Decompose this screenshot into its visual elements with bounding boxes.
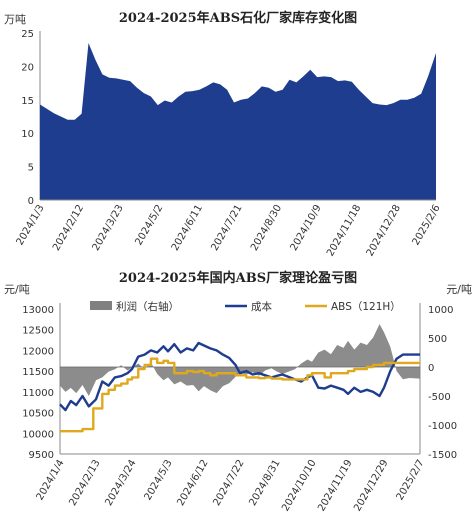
y-axis-unit: 万吨 (4, 13, 26, 26)
y-tick-label: 10 (21, 129, 34, 140)
y-tick-label: 25 (21, 29, 34, 40)
y-tick-label: 5 (28, 163, 34, 174)
right-y-tick-label: 0 (428, 363, 434, 374)
chart-title: 2024-2025年ABS石化厂家库存变化图 (119, 10, 357, 26)
abs-price-line-series (60, 357, 420, 433)
chart-title: 2024-2025年国内ABS厂家理论盈亏图 (119, 270, 357, 286)
left-y-tick-label: 11500 (22, 367, 54, 378)
left-y-tick-label: 13000 (22, 305, 54, 316)
x-tick-label: 2024/10/10 (280, 458, 318, 513)
right-y-tick-label: -1500 (428, 450, 457, 461)
right-y-tick-label: 1000 (428, 305, 453, 316)
x-tick-label: 2024/10/9 (289, 203, 324, 253)
x-tick-label: 2024/5/3 (143, 458, 175, 502)
right-y-tick-label: -500 (428, 392, 451, 403)
x-tick-label: 2024/6/11 (170, 203, 205, 253)
legend-cost-label: 成本 (251, 300, 272, 313)
x-tick-label: 2024/7/21 (209, 203, 244, 253)
x-tick-label: 2024/6/12 (175, 458, 210, 508)
left-y-tick-label: 10000 (22, 429, 54, 440)
y-tick-label: 15 (21, 96, 34, 107)
x-tick-label: 2024/1/4 (35, 458, 67, 502)
left-y-tick-label: 11000 (22, 388, 54, 399)
inventory-area-chart: 2024-2025年ABS石化厂家库存变化图 万吨 0 5 10 15 20 25 2024/1… (4, 10, 443, 258)
x-tick-label: 2024/7/22 (211, 458, 246, 508)
left-y-tick-label: 12000 (22, 346, 54, 357)
x-tick-label: 2024/8/30 (249, 203, 284, 253)
x-tick-label: 2024/3/23 (91, 203, 126, 253)
legend-abs-label: ABS（121H） (331, 301, 401, 313)
y-tick-label: 0 (28, 196, 34, 207)
left-y-tick-label: 10500 (22, 409, 54, 420)
x-tick-label: 2024/12/29 (352, 458, 390, 513)
x-tick-label: 2024/11/18 (325, 203, 363, 258)
x-tick-label: 2024/5/2 (133, 203, 165, 247)
x-tick-label: 2025/2/7 (395, 458, 427, 502)
legend-profit-label: 利润（右轴） (116, 300, 179, 313)
profit-area-series (60, 324, 420, 396)
right-axis-unit: 元/吨 (446, 283, 472, 296)
cost-line-series (59, 341, 420, 412)
inventory-area-series (40, 43, 436, 200)
x-tick-label: 2024/3/24 (103, 458, 138, 508)
x-tick-label: 2024/2/13 (67, 458, 102, 508)
x-tick-label: 2024/2/12 (51, 203, 86, 253)
x-tick-label: 2024/1/3 (15, 203, 47, 247)
right-y-tick-label: 500 (428, 334, 447, 345)
x-tick-label: 2024/12/28 (365, 203, 403, 258)
left-y-tick-label: 9500 (29, 450, 54, 461)
right-y-tick-label: -1000 (428, 421, 457, 432)
legend-profit-swatch (90, 301, 112, 310)
x-tick-label: 2025/2/6 (411, 203, 443, 247)
y-tick-label: 20 (21, 62, 34, 73)
left-axis-unit: 元/吨 (4, 283, 30, 296)
x-tick-label: 2024/8/31 (247, 458, 282, 508)
left-y-tick-label: 12500 (22, 326, 54, 337)
x-tick-label: 2024/11/19 (316, 458, 354, 513)
